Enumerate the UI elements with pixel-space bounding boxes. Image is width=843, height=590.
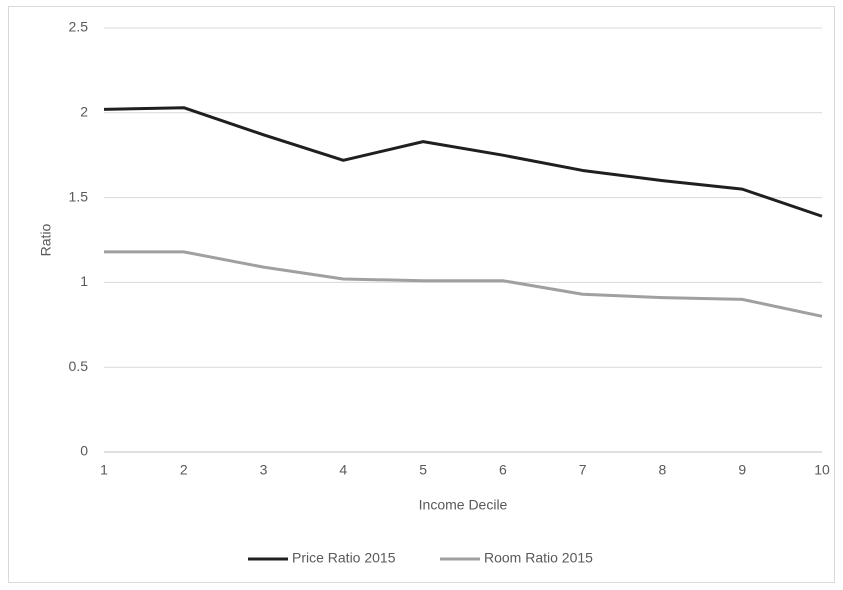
series-line [103,106,823,218]
x-tick-label: 5 [419,462,427,478]
x-tick-label: 7 [579,462,587,478]
series-line [104,250,823,318]
x-tick-label: 4 [339,462,347,478]
x-tick-label: 6 [499,462,507,478]
y-tick-label: 2.5 [69,19,89,35]
x-tick-label: 2 [180,462,188,478]
x-tick-label: 10 [814,462,830,478]
y-tick-label: 1.5 [69,188,89,204]
y-tick-label: 0.5 [69,358,89,374]
legend-label: Room Ratio 2015 [484,550,593,566]
y-tick-label: 1 [80,273,88,289]
x-tick-label: 1 [100,462,108,478]
legend-label: Price Ratio 2015 [292,550,396,566]
x-tick-label: 8 [659,462,667,478]
y-axis-label: Ratio [38,223,54,256]
x-axis-label: Income Decile [419,497,508,513]
x-tick-label: 3 [260,462,268,478]
x-tick-label: 9 [738,462,746,478]
chart-frame [8,6,835,583]
y-tick-label: 0 [80,443,88,459]
y-tick-label: 2 [80,104,88,120]
